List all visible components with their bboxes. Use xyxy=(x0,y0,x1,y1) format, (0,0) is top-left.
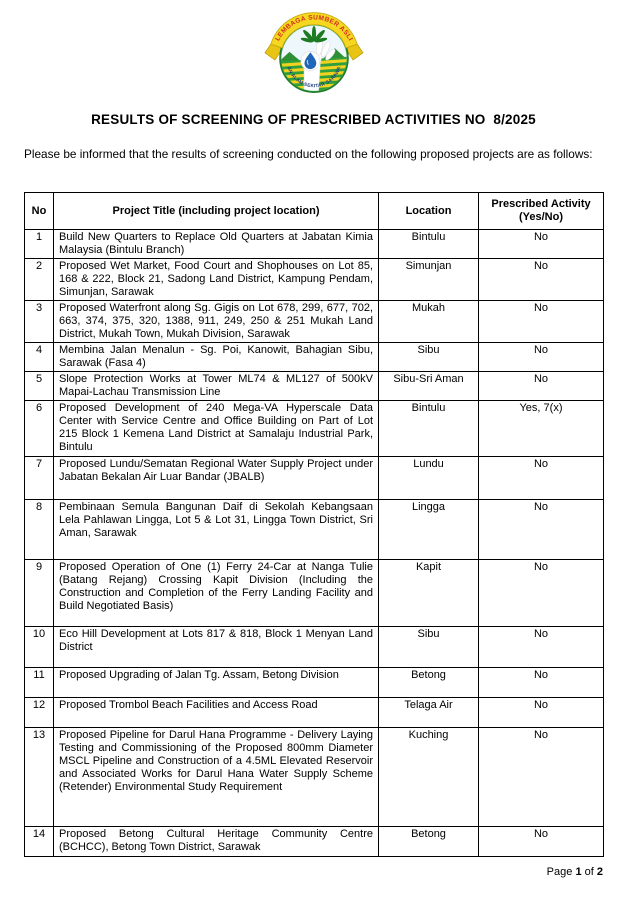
table-row: 2 Proposed Wet Market, Food Court and Sho… xyxy=(24,258,604,301)
cell-no: 6 xyxy=(24,400,54,457)
table-row: 1 Build New Quarters to Replace Old Quart… xyxy=(24,229,604,259)
cell-title: Proposed Betong Cultural Heritage Commun… xyxy=(53,826,379,857)
table-row: 14 Proposed Betong Cultural Heritage Comm… xyxy=(24,826,604,857)
document-title: RESULTS OF SCREENING OF PRESCRIBED ACTIV… xyxy=(91,112,536,127)
cell-no: 2 xyxy=(24,258,54,301)
table-row: 5 Slope Protection Works at Tower ML74 & … xyxy=(24,371,604,401)
cell-prescribed: No xyxy=(478,826,604,857)
page-footer: Page 1 of 2 xyxy=(547,866,603,878)
table-row: 8 Pembinaan Semula Bangunan Daif di Sekol… xyxy=(24,499,604,560)
cell-prescribed: No xyxy=(478,697,604,728)
column-header-prescribed-activity: Prescribed Activity (Yes/No) xyxy=(478,192,604,230)
intro-paragraph: Please be informed that the results of s… xyxy=(24,147,593,161)
cell-location: Betong xyxy=(378,667,479,698)
cell-prescribed: No xyxy=(478,626,604,668)
cell-no: 7 xyxy=(24,456,54,500)
table-row: 9 Proposed Operation of One (1) Ferry 24-… xyxy=(24,559,604,627)
table-row: 7 Proposed Lundu/Sematan Regional Water S… xyxy=(24,456,604,500)
cell-no: 12 xyxy=(24,697,54,728)
table-row: 12 Proposed Trombol Beach Facilities and … xyxy=(24,697,604,728)
cell-location: Bintulu xyxy=(378,400,479,457)
cell-location: Kuching xyxy=(378,727,479,827)
cell-prescribed: No xyxy=(478,300,604,343)
footer-total-pages: 2 xyxy=(596,866,603,878)
column-header-project-title: Project Title (including project locatio… xyxy=(53,192,379,230)
cell-prescribed: No xyxy=(478,342,604,372)
cell-no: 3 xyxy=(24,300,54,343)
cell-title: Proposed Pipeline for Darul Hana Program… xyxy=(53,727,379,827)
cell-title: Proposed Wet Market, Food Court and Shop… xyxy=(53,258,379,301)
cell-prescribed: No xyxy=(478,559,604,627)
cell-title: Proposed Operation of One (1) Ferry 24-C… xyxy=(53,559,379,627)
cell-title: Proposed Lundu/Sematan Regional Water Su… xyxy=(53,456,379,500)
cell-location: Kapit xyxy=(378,559,479,627)
cell-location: Mukah xyxy=(378,300,479,343)
cell-location: Bintulu xyxy=(378,229,479,259)
table-header-row: No Project Title (including project loca… xyxy=(24,192,604,230)
cell-location: Lundu xyxy=(378,456,479,500)
cell-location: Lingga xyxy=(378,499,479,560)
cell-prescribed: No xyxy=(478,371,604,401)
cell-title: Build New Quarters to Replace Old Quarte… xyxy=(53,229,379,259)
water-droplet-icon xyxy=(303,52,316,70)
cell-location: Simunjan xyxy=(378,258,479,301)
cell-no: 5 xyxy=(24,371,54,401)
cell-title: Pembinaan Semula Bangunan Daif di Sekola… xyxy=(53,499,379,560)
cell-prescribed: No xyxy=(478,727,604,827)
column-header-location: Location xyxy=(378,192,479,230)
cell-prescribed: No xyxy=(478,229,604,259)
cell-prescribed: No xyxy=(478,499,604,560)
footer-of-word: of xyxy=(584,866,594,878)
cell-no: 9 xyxy=(24,559,54,627)
table-row: 3 Proposed Waterfront along Sg. Gigis on … xyxy=(24,300,604,343)
cell-title: Membina Jalan Menalun - Sg. Poi, Kanowit… xyxy=(53,342,379,372)
agency-logo-emblem: LEMBAGA SUMBER ASLI DAN ALAM SEKITAR SAR… xyxy=(255,8,364,93)
screening-results-table: No Project Title (including project loca… xyxy=(24,192,604,857)
cell-no: 10 xyxy=(24,626,54,668)
column-header-no: No xyxy=(24,192,54,230)
table-row: 10 Eco Hill Development at Lots 817 & 818… xyxy=(24,626,604,668)
table-row: 11 Proposed Upgrading of Jalan Tg. Assam,… xyxy=(24,667,604,698)
cell-prescribed: Yes, 7(x) xyxy=(478,400,604,457)
cell-no: 11 xyxy=(24,667,54,698)
cell-no: 4 xyxy=(24,342,54,372)
logo-top-band xyxy=(269,12,358,49)
cell-no: 13 xyxy=(24,727,54,827)
table-row: 6 Proposed Development of 240 Mega-VA Hyp… xyxy=(24,400,604,457)
cell-location: Sibu xyxy=(378,342,479,372)
cell-title: Proposed Upgrading of Jalan Tg. Assam, B… xyxy=(53,667,379,698)
cell-no: 8 xyxy=(24,499,54,560)
cell-location: Betong xyxy=(378,826,479,857)
table-row: 4 Membina Jalan Menalun - Sg. Poi, Kanowi… xyxy=(24,342,604,372)
cell-no: 14 xyxy=(24,826,54,857)
cell-no: 1 xyxy=(24,229,54,259)
cell-prescribed: No xyxy=(478,456,604,500)
cell-title: Slope Protection Works at Tower ML74 & M… xyxy=(53,371,379,401)
plant-icon xyxy=(300,26,327,43)
table-row: 13 Proposed Pipeline for Darul Hana Progr… xyxy=(24,727,604,827)
footer-page-word: Page xyxy=(546,866,573,878)
cell-location: Sibu-Sri Aman xyxy=(378,371,479,401)
cell-title: Proposed Trombol Beach Facilities and Ac… xyxy=(53,697,379,728)
cell-location: Sibu xyxy=(378,626,479,668)
cell-title: Proposed Waterfront along Sg. Gigis on L… xyxy=(53,300,379,343)
cell-title: Proposed Development of 240 Mega-VA Hype… xyxy=(53,400,379,457)
cell-prescribed: No xyxy=(478,667,604,698)
agency-logo: LEMBAGA SUMBER ASLI DAN ALAM SEKITAR SAR… xyxy=(255,8,373,103)
cell-location: Telaga Air xyxy=(378,697,479,728)
cell-title: Eco Hill Development at Lots 817 & 818, … xyxy=(53,626,379,668)
footer-page-number: 1 xyxy=(575,866,582,878)
cell-prescribed: No xyxy=(478,258,604,301)
